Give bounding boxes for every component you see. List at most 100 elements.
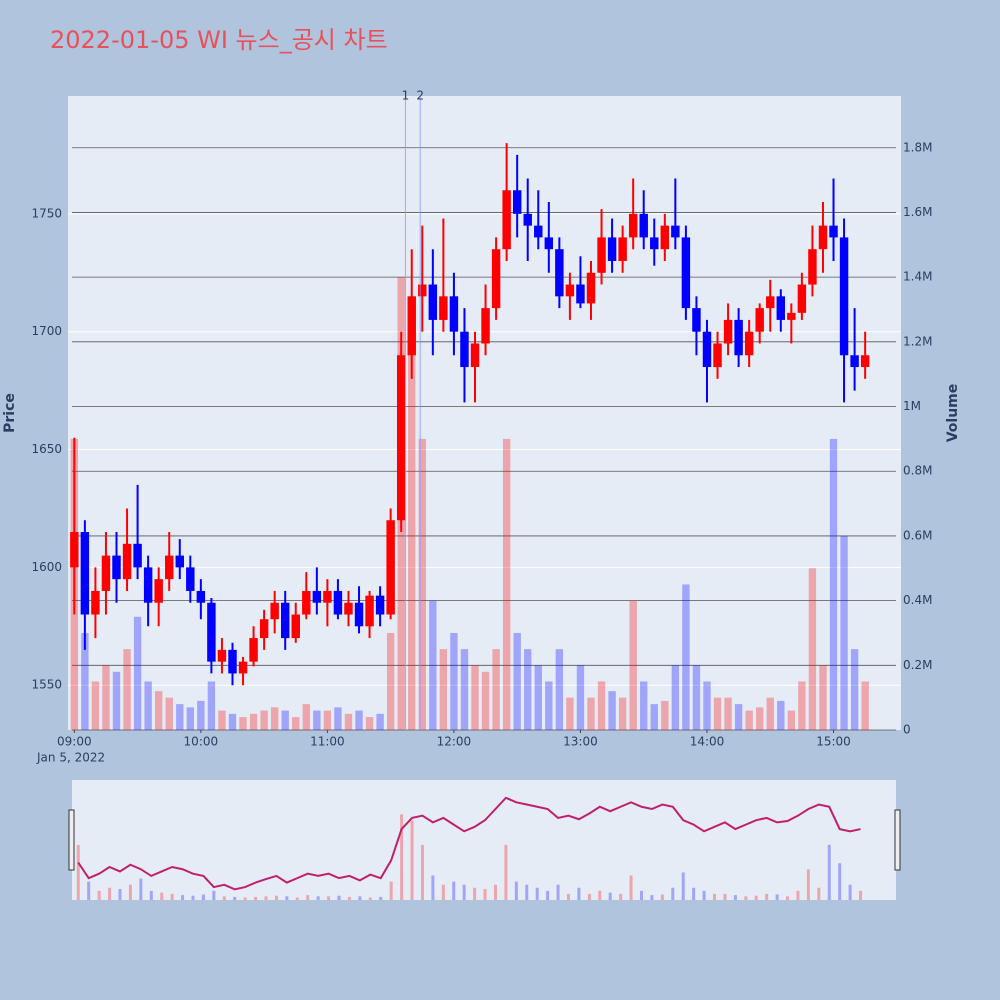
candle-body	[544, 237, 554, 250]
candle-body	[776, 296, 786, 320]
candle-body	[133, 543, 142, 568]
x-tick-label: 11:00	[310, 735, 345, 749]
candle-body	[80, 532, 90, 615]
y-axis-title: Price	[2, 393, 18, 433]
candle-body	[418, 284, 427, 297]
x-tick-label: 14:00	[690, 735, 725, 749]
slider-volume-bar	[546, 890, 550, 900]
slider-volume-bar	[650, 895, 654, 900]
candle-body	[375, 595, 385, 615]
candle-body	[808, 249, 817, 285]
slider-volume-bar	[139, 878, 143, 900]
volume-bar	[777, 700, 785, 730]
slider-volume-bar	[160, 892, 164, 900]
candle-body	[607, 237, 617, 261]
volume-bar	[850, 649, 859, 730]
y-tick-label: 1600	[31, 560, 62, 574]
y2-tick-label: 0	[903, 723, 911, 737]
candle-body	[217, 649, 227, 662]
annotation-label: 1	[402, 89, 410, 103]
volume-bar	[587, 697, 595, 730]
y2-tick-label: 1.4M	[903, 270, 932, 284]
volume-bar	[671, 665, 680, 730]
candle-body	[491, 249, 501, 309]
y2-tick-label: 1.6M	[903, 205, 932, 219]
range-handle-right[interactable]	[894, 809, 901, 871]
volume-bar	[165, 697, 173, 730]
volume-bar	[460, 649, 469, 730]
volume-bar	[829, 438, 838, 730]
volume-bar	[555, 649, 564, 730]
candle-body	[259, 619, 269, 639]
candle-body	[766, 296, 775, 309]
slider-volume-bar	[295, 897, 299, 900]
slider-volume-bar	[233, 896, 237, 900]
slider-volume-bar	[493, 884, 497, 900]
slider-volume-bar	[76, 844, 80, 900]
slider-volume-bar	[389, 881, 393, 900]
slider-volume-bar	[222, 896, 226, 900]
candle-body	[850, 355, 859, 368]
slider-volume-bar	[368, 897, 372, 900]
candle-body	[460, 331, 469, 368]
candle-body	[512, 190, 522, 214]
volume-bar	[661, 700, 669, 730]
volume-bar	[787, 710, 796, 730]
volume-bar	[270, 707, 279, 730]
candle-body	[439, 296, 448, 320]
candle-body	[565, 284, 575, 297]
candle-body	[428, 284, 438, 320]
candle-body	[660, 225, 670, 250]
slider-volume-bar	[473, 887, 477, 900]
candle-body	[555, 249, 564, 297]
candle-body	[839, 237, 849, 356]
candle-body	[165, 555, 174, 580]
y2-tick-label: 0.8M	[903, 464, 932, 478]
slider-volume-bar	[660, 894, 664, 900]
candle-body	[344, 602, 353, 615]
volume-bar	[144, 681, 152, 730]
candle-body	[386, 520, 395, 615]
y-tick-label: 1650	[31, 442, 62, 456]
slider-volume-bar	[838, 863, 842, 900]
candle-body	[101, 555, 111, 591]
volume-bar	[808, 568, 817, 730]
slider-volume-bar	[713, 893, 717, 900]
candle-body	[628, 213, 638, 238]
slider-volume-bar	[410, 820, 414, 900]
candle-body	[681, 237, 691, 309]
volume-bar	[450, 632, 458, 730]
volume-bar	[629, 600, 637, 730]
candle-body	[818, 225, 828, 250]
volume-bar	[734, 704, 743, 730]
volume-bar	[429, 600, 437, 730]
candle-body	[112, 555, 121, 580]
slider-volume-bar	[212, 890, 216, 900]
range-slider[interactable]	[72, 780, 896, 900]
volume-bar	[133, 616, 142, 730]
slider-volume-bar	[420, 844, 424, 900]
candle-body	[207, 602, 216, 662]
slider-volume-bar	[483, 888, 487, 900]
slider-volume-bar	[598, 890, 602, 900]
candle-body	[449, 296, 459, 332]
volume-bar	[840, 535, 848, 730]
slider-volume-bar	[201, 894, 205, 900]
volume-bar	[355, 710, 363, 730]
volume-bar	[545, 681, 553, 730]
y2-tick-label: 0.2M	[903, 658, 932, 672]
candle-body	[523, 213, 532, 226]
slider-volume-bar	[692, 887, 696, 900]
volume-bar	[481, 671, 490, 730]
candle-body	[650, 237, 659, 250]
range-handle-left[interactable]	[68, 809, 75, 871]
volume-bar	[618, 697, 627, 730]
candle-body	[860, 355, 870, 368]
y2-axis-title: Volume	[945, 384, 961, 443]
slider-volume-bar	[619, 893, 623, 900]
volume-bar	[91, 681, 100, 730]
candle-body	[787, 312, 796, 320]
y-tick-label: 1750	[31, 206, 62, 220]
volume-bar	[112, 671, 121, 730]
slider-volume-bar	[702, 890, 706, 900]
